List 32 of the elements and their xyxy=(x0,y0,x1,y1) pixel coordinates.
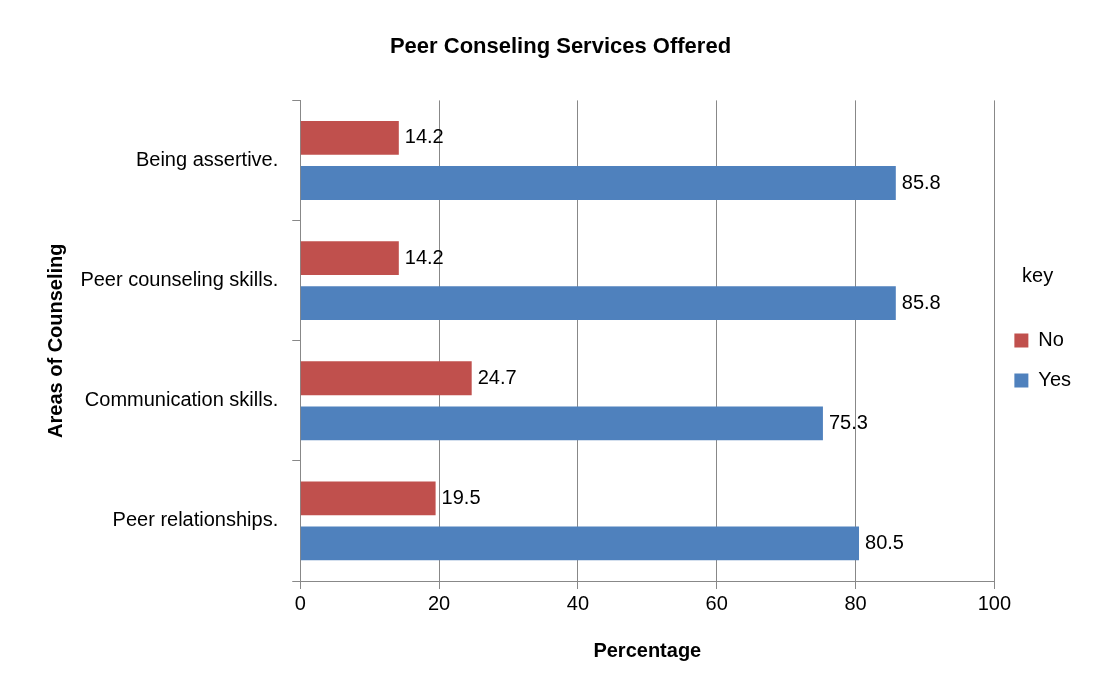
x-tick-label: 100 xyxy=(977,591,1012,614)
legend-label: No xyxy=(1038,328,1064,351)
y-axis-title: Areas of Counseling xyxy=(43,243,66,438)
bar xyxy=(300,121,399,155)
bar xyxy=(300,241,399,275)
data-label: 19.5 xyxy=(441,485,481,508)
x-axis-title: Percentage xyxy=(593,638,702,661)
bar xyxy=(300,361,472,396)
data-label: 80.5 xyxy=(865,530,904,553)
bar xyxy=(300,166,896,200)
legend-title: key xyxy=(1022,264,1054,287)
legend-label: Yes xyxy=(1038,368,1072,391)
data-label: 24.7 xyxy=(477,365,517,388)
data-label: 85.8 xyxy=(901,290,941,313)
y-tick-label: Being assertive. xyxy=(135,147,279,170)
bar xyxy=(300,286,896,321)
data-label: 85.8 xyxy=(901,170,941,193)
y-tick-label: Peer counseling skills. xyxy=(80,268,279,291)
x-tick-label: 20 xyxy=(427,591,451,614)
data-label: 14.2 xyxy=(404,245,444,268)
data-label: 75.3 xyxy=(828,410,868,433)
bar xyxy=(300,406,823,441)
x-tick-label: 0 xyxy=(294,591,306,614)
x-tick-label: 60 xyxy=(705,591,728,614)
bar xyxy=(300,481,436,516)
x-tick-label: 80 xyxy=(844,591,867,614)
chart-title: Peer Conseling Services Offered xyxy=(389,33,732,59)
y-tick-label: Peer relationships. xyxy=(112,508,279,531)
data-label: 14.2 xyxy=(404,125,444,148)
x-tick-label: 40 xyxy=(566,591,590,614)
y-tick-label: Communication skills. xyxy=(84,388,279,411)
bar xyxy=(300,526,860,561)
